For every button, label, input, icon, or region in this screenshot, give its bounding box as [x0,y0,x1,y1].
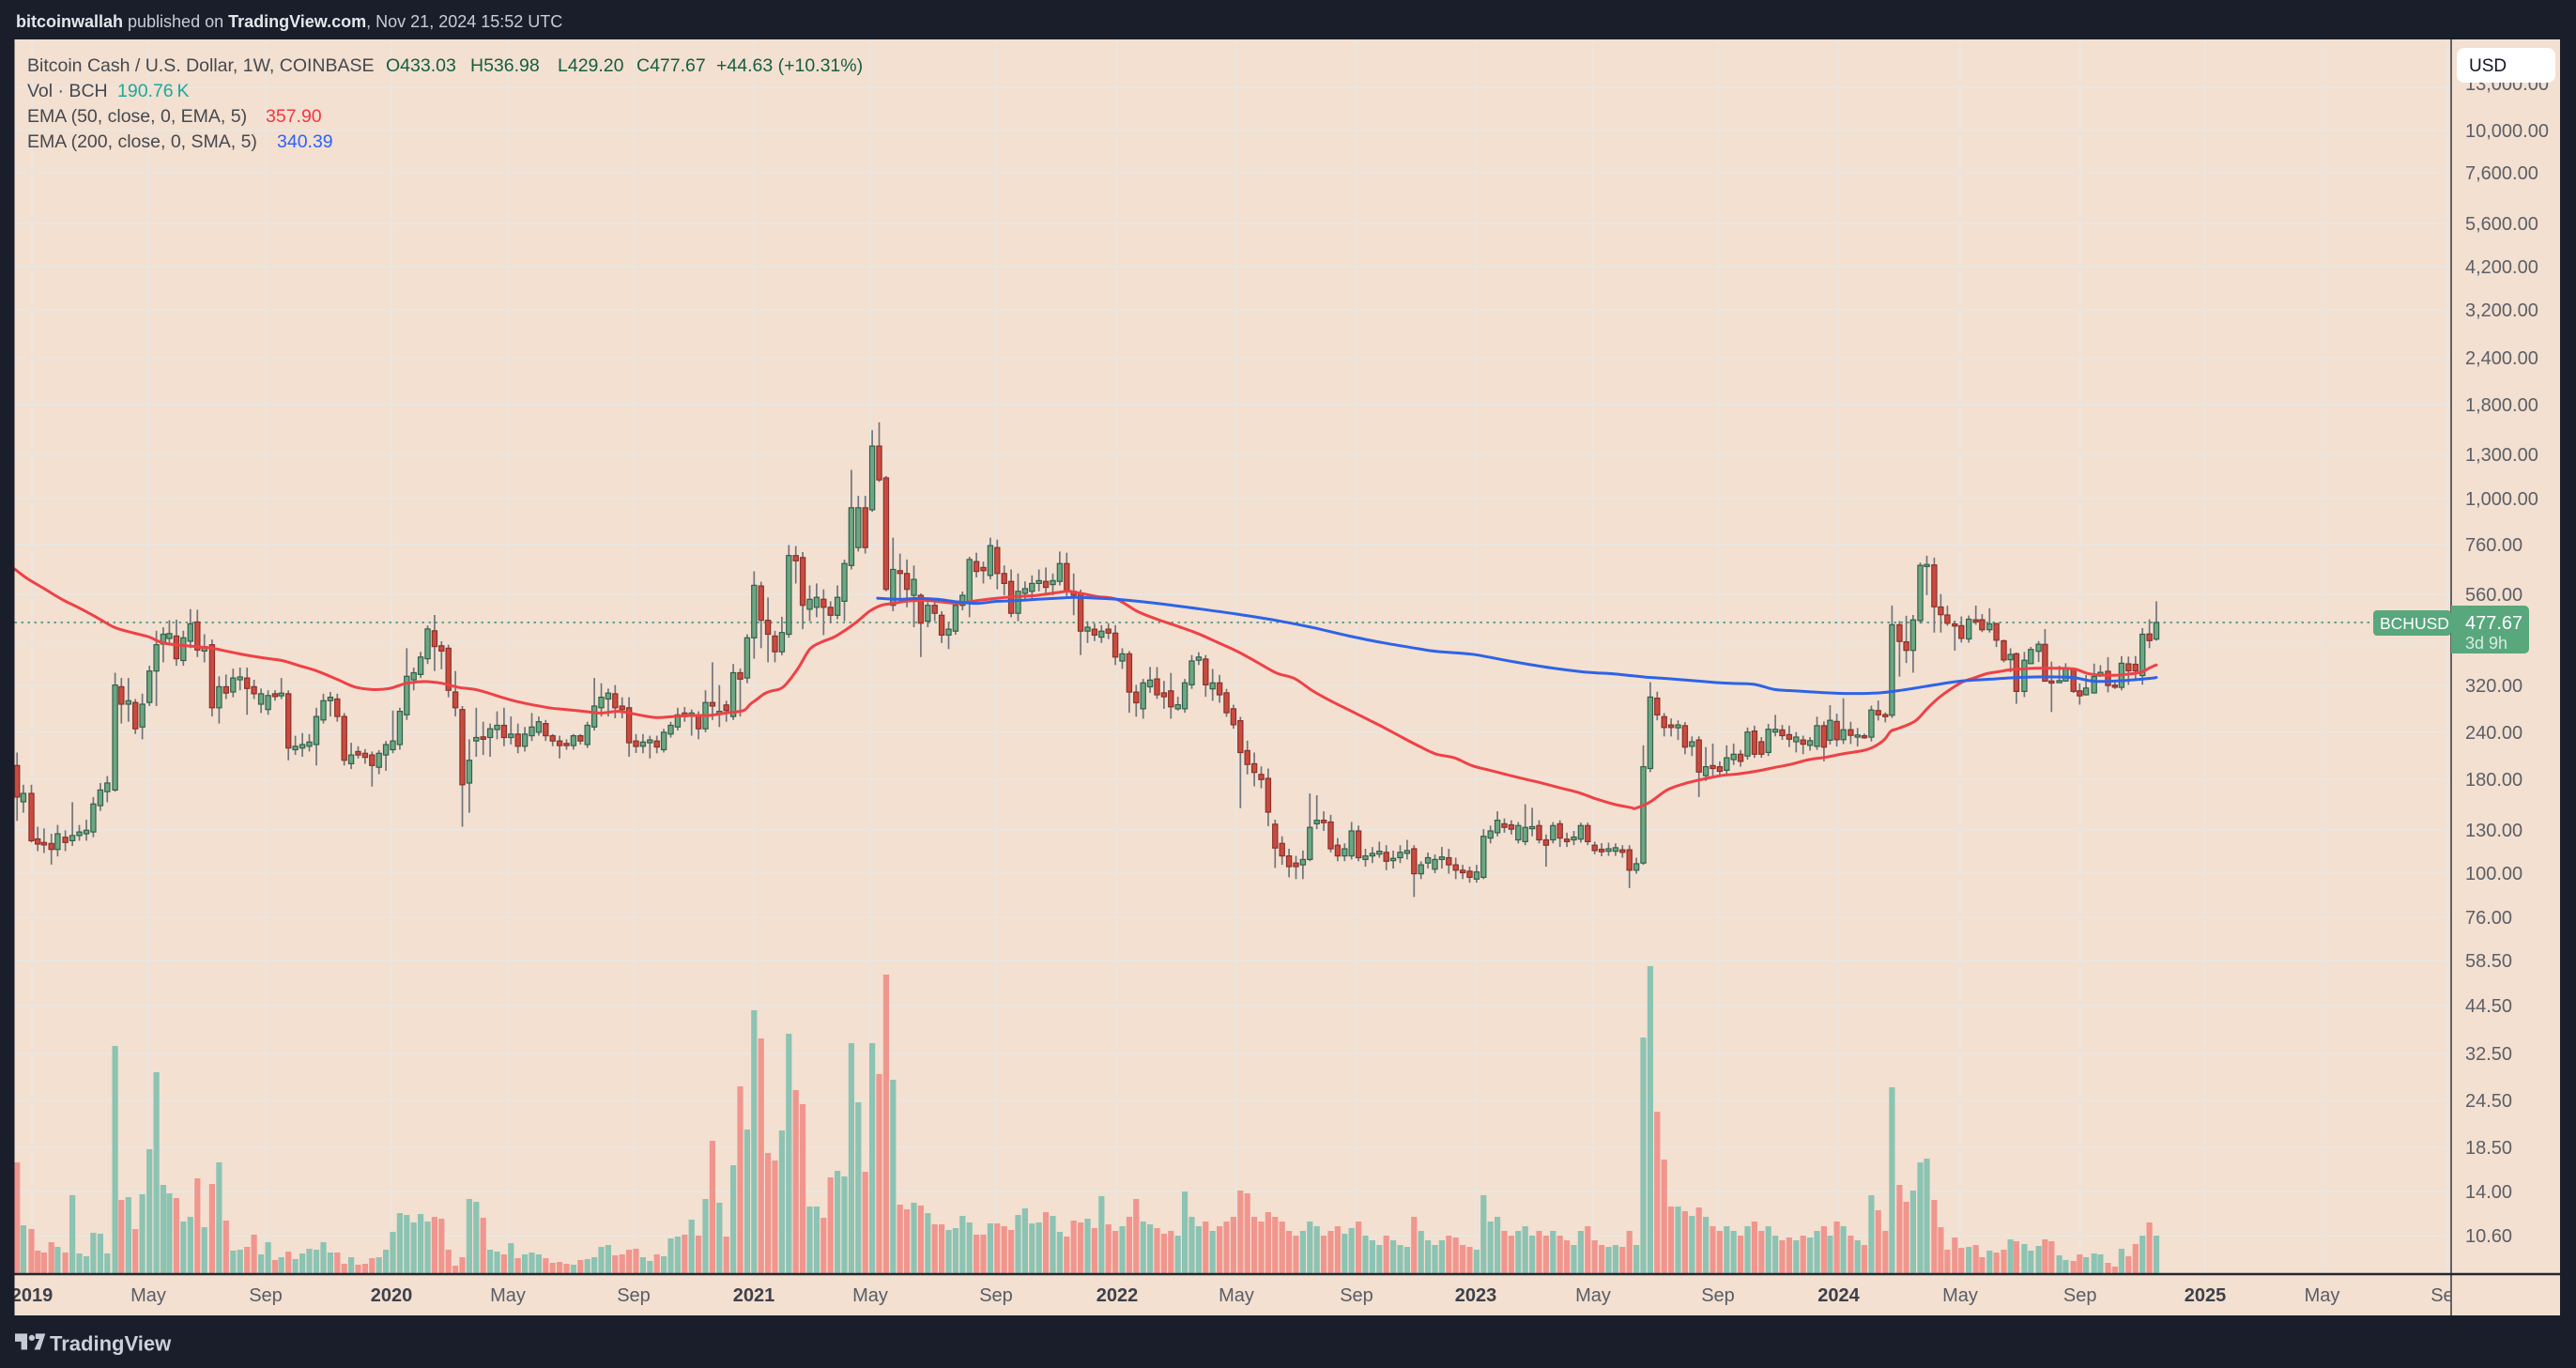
svg-text:L429.20: L429.20 [558,55,624,76]
svg-text:1,300.00: 1,300.00 [2465,445,2538,466]
svg-text:Bitcoin Cash / U.S. Dollar, 1W: Bitcoin Cash / U.S. Dollar, 1W, COINBASE [27,55,375,76]
svg-text:5,600.00: 5,600.00 [2465,214,2538,235]
svg-text:18.50: 18.50 [2465,1138,2512,1159]
svg-text:2022: 2022 [1096,1285,1139,1306]
svg-text:Vol · BCH: Vol · BCH [27,81,108,101]
svg-text:TradingView: TradingView [50,1332,172,1356]
svg-text:1,800.00: 1,800.00 [2465,395,2538,416]
svg-text:May: May [852,1285,888,1306]
svg-text:Sep: Sep [979,1285,1013,1306]
svg-text:Sep: Sep [249,1285,283,1306]
svg-text:240.00: 240.00 [2465,723,2522,744]
svg-text:2,400.00: 2,400.00 [2465,348,2538,369]
svg-text:Sep: Sep [617,1285,651,1306]
svg-text:O433.03: O433.03 [386,55,456,76]
svg-text:180.00: 180.00 [2465,770,2522,791]
svg-text:H536.98: H536.98 [470,55,540,76]
svg-text:130.00: 130.00 [2465,821,2522,841]
svg-text:44.50: 44.50 [2465,996,2512,1017]
svg-text:477.67: 477.67 [2465,613,2522,634]
svg-text:May: May [1942,1285,1978,1306]
svg-text:May: May [1575,1285,1611,1306]
svg-text:May: May [2305,1285,2340,1306]
svg-text:560.00: 560.00 [2465,585,2522,606]
svg-text:2025: 2025 [2185,1285,2227,1306]
svg-text:190.76 K: 190.76 K [117,81,190,101]
svg-text:Sep: Sep [2430,1285,2464,1306]
svg-text:2020: 2020 [371,1285,413,1306]
svg-text:Sep: Sep [1340,1285,1373,1306]
svg-text:3d 9h: 3d 9h [2465,634,2507,653]
svg-text:10,000.00: 10,000.00 [2465,121,2549,142]
svg-text:May: May [1219,1285,1254,1306]
svg-text:USD: USD [2469,56,2507,76]
svg-text:C477.67: C477.67 [636,55,706,76]
svg-text:3,200.00: 3,200.00 [2465,300,2538,321]
svg-text:BCHUSD: BCHUSD [2380,614,2449,633]
svg-text:EMA (200, close, 0, SMA, 5): EMA (200, close, 0, SMA, 5) [27,131,257,152]
svg-text:2019: 2019 [11,1285,54,1306]
svg-text:+44.63 (+10.31%): +44.63 (+10.31%) [716,55,863,76]
svg-text:100.00: 100.00 [2465,864,2522,884]
svg-text:10.60: 10.60 [2465,1226,2512,1247]
svg-text:76.00: 76.00 [2465,908,2512,929]
svg-text:2021: 2021 [733,1285,775,1306]
svg-text:May: May [130,1285,166,1306]
svg-text:2024: 2024 [1817,1285,1860,1306]
svg-text:320.00: 320.00 [2465,676,2522,697]
svg-text:32.50: 32.50 [2465,1044,2512,1065]
svg-text:7,600.00: 7,600.00 [2465,163,2538,184]
svg-text:2023: 2023 [1455,1285,1497,1306]
svg-text:May: May [490,1285,526,1306]
svg-text:4,200.00: 4,200.00 [2465,257,2538,278]
svg-text:24.50: 24.50 [2465,1091,2512,1112]
svg-text:1,000.00: 1,000.00 [2465,489,2538,510]
svg-text:14.00: 14.00 [2465,1182,2512,1203]
svg-text:340.39: 340.39 [277,131,333,152]
svg-text:bitcoinwallah published on Tra: bitcoinwallah published on TradingView.c… [16,12,562,31]
svg-text:Sep: Sep [2063,1285,2097,1306]
svg-text:357.90: 357.90 [266,106,322,127]
svg-text:58.50: 58.50 [2465,951,2512,972]
svg-text:EMA (50, close, 0, EMA, 5): EMA (50, close, 0, EMA, 5) [27,106,247,127]
svg-text:Sep: Sep [1701,1285,1735,1306]
svg-text:760.00: 760.00 [2465,535,2522,556]
